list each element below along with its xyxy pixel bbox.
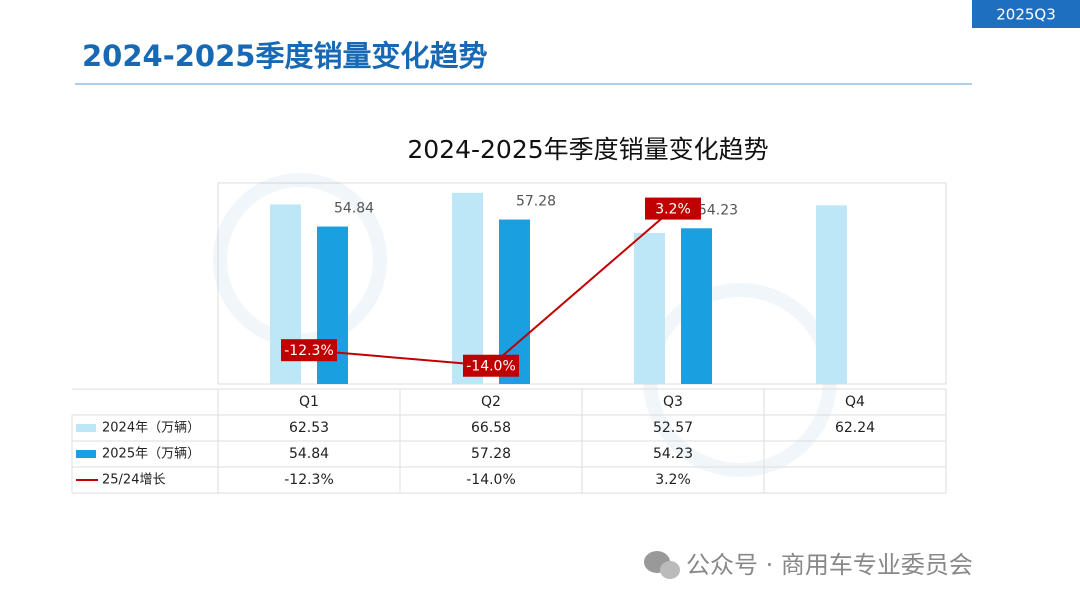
bar	[452, 192, 483, 384]
page-title: 2024-2025季度销量变化趋势	[82, 39, 487, 73]
data-label-bg	[281, 339, 337, 362]
table-cell: 62.53	[289, 420, 329, 436]
badge: 2025Q3	[996, 6, 1056, 24]
table-cell: -14.0%	[466, 472, 516, 488]
badge-bg	[972, 0, 1080, 28]
bar	[681, 228, 712, 384]
data-label-bg	[463, 354, 519, 377]
table-cell: 57.28	[471, 446, 511, 462]
bar	[816, 205, 847, 384]
chart-title: 2024-2025年季度销量变化趋势	[407, 135, 768, 164]
legend-key	[76, 450, 96, 458]
table-cell: 3.2%	[655, 472, 691, 488]
data-label: 54.84	[334, 201, 374, 217]
data-label: 57.28	[516, 194, 556, 210]
line	[308, 207, 674, 367]
bar	[634, 233, 665, 384]
data-label: 3.2%	[655, 202, 691, 218]
data-label: -12.3%	[284, 343, 334, 359]
legend-key	[76, 424, 96, 432]
x-tick-label: Q3	[663, 394, 683, 410]
plot-area	[217, 182, 947, 385]
x-tick-label: Q1	[299, 394, 319, 410]
wechat-icon	[644, 551, 680, 579]
table-cell: 52.57	[653, 420, 693, 436]
table-cell: -12.3%	[284, 472, 334, 488]
table-cell: 54.84	[289, 446, 329, 462]
x-tick-label: Q2	[481, 394, 501, 410]
data-label-bg	[645, 197, 701, 220]
legend-label: 2024年（万辆）	[102, 421, 200, 436]
data-label: -14.0%	[466, 359, 516, 375]
table-cell: 62.24	[835, 420, 875, 436]
x-tick-label: Q4	[845, 394, 865, 410]
legend-label: 2025年（万辆）	[102, 447, 200, 462]
data-label: 54.23	[698, 202, 738, 218]
legend-label: 25/24增长	[102, 473, 165, 488]
table-cell: 66.58	[471, 420, 511, 436]
table-cell: 54.23	[653, 446, 693, 462]
footer: 公众号 · 商用车专业委员会	[686, 551, 973, 579]
